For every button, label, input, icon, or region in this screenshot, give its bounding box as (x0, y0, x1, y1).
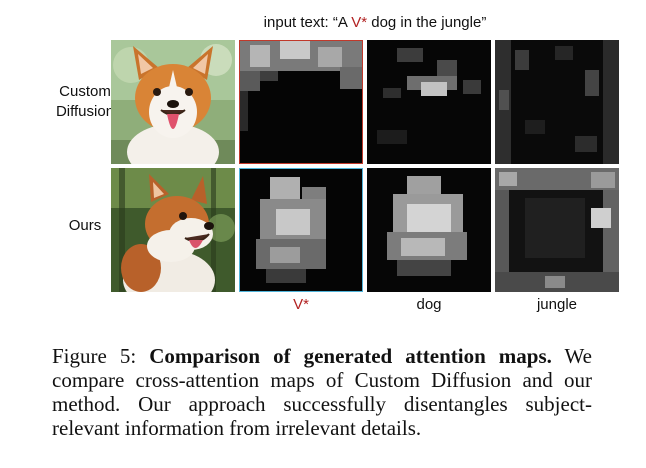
column-label-vstar: V* (293, 296, 309, 313)
header-token: V* (351, 14, 368, 31)
header-suffix: dog in the jungle” (367, 14, 487, 31)
figure-caption: Figure 5: Comparison of generated attent… (52, 344, 592, 440)
row-label-ours: Ours (68, 217, 102, 234)
row-label-custom-line1: Custom (59, 83, 111, 100)
caption-prefix: Figure 5: (52, 344, 150, 368)
corgi-photo-custom-diffusion (111, 40, 235, 164)
column-label-jungle: jungle (536, 296, 578, 313)
caption-bold-title: Comparison of generated attention maps. (149, 344, 552, 368)
input-text-header: input text: “A V* dog in the jungle” (210, 14, 540, 31)
attention-map-ours-jungle (495, 168, 619, 292)
header-prefix: input text: “A (263, 14, 352, 31)
corgi-photo-ours (111, 168, 235, 292)
attention-map-ours-vstar (239, 168, 363, 292)
caption-body: We compare cross-attention maps of Custo… (52, 344, 592, 440)
row-label-custom-diffusion: Custom Diffusion (40, 82, 130, 122)
attention-map-custom-diffusion-vstar (239, 40, 363, 164)
row-label-custom-line2: Diffusion (55, 103, 115, 120)
column-label-dog: dog (416, 296, 442, 313)
attention-map-ours-dog (367, 168, 491, 292)
attention-map-custom-diffusion-jungle (495, 40, 619, 164)
attention-map-custom-diffusion-dog (367, 40, 491, 164)
